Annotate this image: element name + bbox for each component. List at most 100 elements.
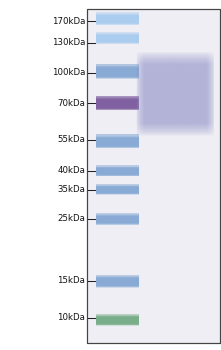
Bar xyxy=(95,72,139,79)
Bar xyxy=(95,217,139,223)
Bar xyxy=(95,142,139,148)
Bar xyxy=(95,34,139,40)
Bar xyxy=(87,9,220,343)
Bar xyxy=(95,187,139,192)
Bar xyxy=(95,186,139,191)
Bar xyxy=(95,315,139,321)
Bar xyxy=(95,188,139,193)
Bar xyxy=(95,37,139,43)
Bar xyxy=(95,188,139,194)
Bar xyxy=(95,317,139,323)
Bar xyxy=(95,168,139,174)
Bar xyxy=(95,98,139,105)
Text: 100kDa: 100kDa xyxy=(52,68,85,77)
Bar xyxy=(95,316,139,322)
Bar xyxy=(95,70,139,77)
Bar xyxy=(95,318,139,324)
Bar xyxy=(95,216,139,222)
Bar xyxy=(95,18,139,24)
Bar xyxy=(95,316,139,322)
Bar xyxy=(95,16,139,22)
Bar xyxy=(95,32,139,42)
Bar xyxy=(87,9,220,343)
Bar xyxy=(95,169,139,174)
Bar xyxy=(95,279,139,285)
Bar xyxy=(95,17,139,23)
Bar xyxy=(95,141,139,147)
Bar xyxy=(95,70,139,77)
Bar xyxy=(95,38,139,44)
Bar xyxy=(95,141,139,148)
Bar xyxy=(95,281,139,288)
Bar xyxy=(95,218,139,224)
Bar xyxy=(95,189,139,194)
Bar xyxy=(95,320,139,326)
Bar xyxy=(95,71,139,78)
Bar xyxy=(95,99,139,106)
Bar xyxy=(95,184,139,192)
Bar xyxy=(95,71,139,78)
Bar xyxy=(95,38,139,44)
Bar xyxy=(95,19,139,25)
Bar xyxy=(95,219,139,225)
Bar xyxy=(95,19,139,26)
Bar xyxy=(95,138,139,144)
Bar xyxy=(95,320,139,326)
Text: 10kDa: 10kDa xyxy=(57,313,85,322)
Bar xyxy=(95,168,139,173)
Bar xyxy=(95,15,139,22)
Bar xyxy=(95,318,139,324)
Bar xyxy=(95,18,139,25)
Bar xyxy=(95,12,139,23)
Bar xyxy=(95,103,139,110)
Text: 70kDa: 70kDa xyxy=(57,99,85,108)
Bar xyxy=(95,215,139,220)
Bar xyxy=(95,213,139,223)
Bar xyxy=(95,36,139,42)
Bar xyxy=(95,277,139,284)
Bar xyxy=(95,217,139,222)
Bar xyxy=(95,103,139,110)
Text: 55kDa: 55kDa xyxy=(57,135,85,145)
Bar xyxy=(95,169,139,175)
Bar xyxy=(95,66,139,74)
Bar xyxy=(95,14,139,20)
Bar xyxy=(95,167,139,172)
Bar xyxy=(95,280,139,286)
Bar xyxy=(95,16,139,22)
Bar xyxy=(95,97,139,104)
Bar xyxy=(95,187,139,192)
Bar xyxy=(95,318,139,324)
Bar xyxy=(95,66,139,73)
Bar xyxy=(95,69,139,76)
Text: 40kDa: 40kDa xyxy=(57,166,85,175)
Bar xyxy=(95,168,139,173)
Bar xyxy=(95,186,139,191)
Bar xyxy=(95,278,139,285)
Bar xyxy=(95,100,139,107)
Bar xyxy=(95,170,139,175)
Bar xyxy=(95,275,139,285)
Bar xyxy=(95,139,139,145)
Bar xyxy=(95,136,139,143)
Bar xyxy=(95,219,139,225)
Bar xyxy=(95,216,139,222)
Bar xyxy=(95,36,139,42)
Bar xyxy=(95,314,139,323)
Bar xyxy=(95,190,139,195)
Bar xyxy=(95,218,139,224)
Bar xyxy=(95,281,139,287)
Bar xyxy=(95,189,139,195)
Bar xyxy=(95,139,139,146)
Bar xyxy=(95,170,139,175)
Bar xyxy=(95,99,139,106)
Bar xyxy=(95,169,139,174)
Text: 35kDa: 35kDa xyxy=(57,185,85,194)
Text: 25kDa: 25kDa xyxy=(57,214,85,223)
Text: 130kDa: 130kDa xyxy=(52,38,85,47)
Bar xyxy=(95,214,139,220)
Bar xyxy=(95,67,139,74)
Bar xyxy=(95,35,139,41)
Bar xyxy=(95,217,139,223)
Text: 15kDa: 15kDa xyxy=(57,276,85,285)
